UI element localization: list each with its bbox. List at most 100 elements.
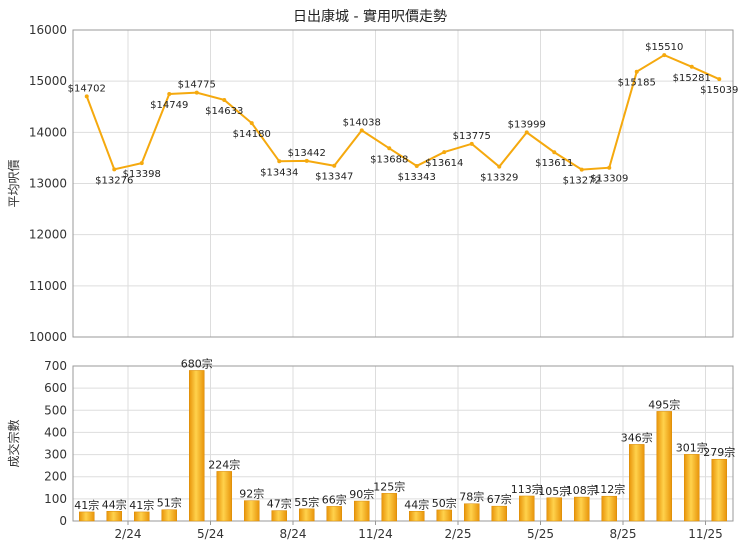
volume-data-label: 112宗 [593,482,625,496]
line-panel-y-axis-title: 平均呎價 [7,159,21,207]
line-panel-ytick-label: 16000 [29,23,67,37]
price-point [194,90,199,95]
price-data-label: $13999 [508,119,546,130]
price-data-label: $13276 [95,175,133,186]
volume-data-label: 47宗 [267,497,292,511]
volume-bar [216,471,232,522]
volume-bar [271,510,287,522]
chart-title: 日出康城 - 實用呎價走勢 [293,9,447,25]
volume-bar [326,506,342,522]
price-data-label: $13343 [398,172,436,183]
x-tick-label: 11/24 [358,527,393,541]
price-point [139,161,144,166]
bar-panel-ytick-label: 200 [44,470,67,484]
price-point [84,94,89,99]
price-line [85,53,720,171]
price-data-label: $15281 [673,73,711,84]
price-point [167,92,172,97]
volume-bar [79,511,95,522]
bar-panel-ytick-label: 100 [44,492,67,506]
volume-bar [189,370,205,522]
bar-panel-ytick-label: 500 [44,403,67,417]
x-tick-label: 2/24 [115,527,142,541]
line-panel-ytick-label: 15000 [29,74,67,88]
price-data-label: $13688 [370,154,408,165]
volume-data-label: 41宗 [74,498,99,512]
price-point [387,146,392,151]
bar-panel-ytick-label: 700 [44,359,67,373]
price-data-label: $13442 [288,148,326,159]
volume-bar [629,444,645,522]
volume-bar [491,505,507,522]
volume-data-label: 279宗 [703,445,735,459]
x-tick-label: 8/24 [280,527,307,541]
line-panel-ytick-label: 13000 [29,177,67,191]
price-point [607,165,612,170]
price-data-label: $13347 [315,172,353,183]
volume-bar [574,496,590,522]
volume-data-label: 55宗 [294,495,319,509]
volume-data-label: 680宗 [181,356,213,370]
volume-data-label: 495宗 [648,397,680,411]
volume-data-label: 105宗 [538,484,570,498]
price-data-label: $13272 [563,176,601,187]
volume-bar [464,503,480,522]
volume-bar [381,493,397,522]
volume-bar [601,495,617,522]
price-data-label: $14749 [150,100,188,111]
volume-bar [106,511,122,522]
price-data-label: $13611 [535,158,573,169]
price-data-label: $14633 [205,106,243,117]
volume-data-label: 346宗 [621,430,653,444]
x-tick-label: 8/25 [610,527,637,541]
price-data-label: $15185 [618,78,656,89]
volume-data-label: 41宗 [129,498,154,512]
volume-bar [684,454,700,522]
price-point [469,141,474,146]
volume-data-label: 78宗 [459,490,484,504]
price-point [304,158,309,163]
price-point [277,159,282,164]
price-data-label: $13329 [480,173,518,184]
line-panel-ytick-label: 14000 [29,125,67,139]
volume-data-label: 92宗 [239,487,264,501]
bar-panel-ytick-label: 400 [44,425,67,439]
volume-data-label: 125宗 [373,479,405,493]
volume-data-label: 51宗 [157,496,182,510]
volume-bar [656,411,672,522]
price-data-label: $15510 [645,42,683,53]
volume-bar [711,458,727,522]
price-point [524,130,529,135]
price-point [222,97,227,102]
price-point [442,150,447,155]
price-data-label: $15039 [700,85,738,96]
volume-bar [299,508,315,522]
volume-data-label: 113宗 [511,482,543,496]
volume-data-label: 90宗 [349,487,374,501]
bar-panel-ytick-label: 300 [44,448,67,462]
volume-bar [354,500,370,522]
volume-data-label: 44宗 [102,497,127,511]
price-data-label: $14775 [178,80,216,91]
x-tick-label: 11/25 [688,527,723,541]
x-tick-label: 2/25 [445,527,472,541]
x-tick-label: 5/24 [197,527,224,541]
price-point [497,164,502,169]
volume-bar [134,511,150,522]
price-data-label: $13775 [453,131,491,142]
price-point [579,167,584,172]
price-data-label: $14702 [68,83,106,94]
line-panel-ytick-label: 12000 [29,228,67,242]
x-tick-label: 5/25 [527,527,554,541]
price-point [414,163,419,168]
volume-bar [409,511,425,522]
price-point [689,64,694,69]
bar-panel-ytick-label: 0 [59,514,67,528]
volume-bar [161,509,177,522]
price-data-label: $14180 [233,129,271,140]
volume-bar [546,497,562,522]
volume-data-label: 44宗 [404,497,429,511]
price-data-label: $13309 [590,174,628,185]
